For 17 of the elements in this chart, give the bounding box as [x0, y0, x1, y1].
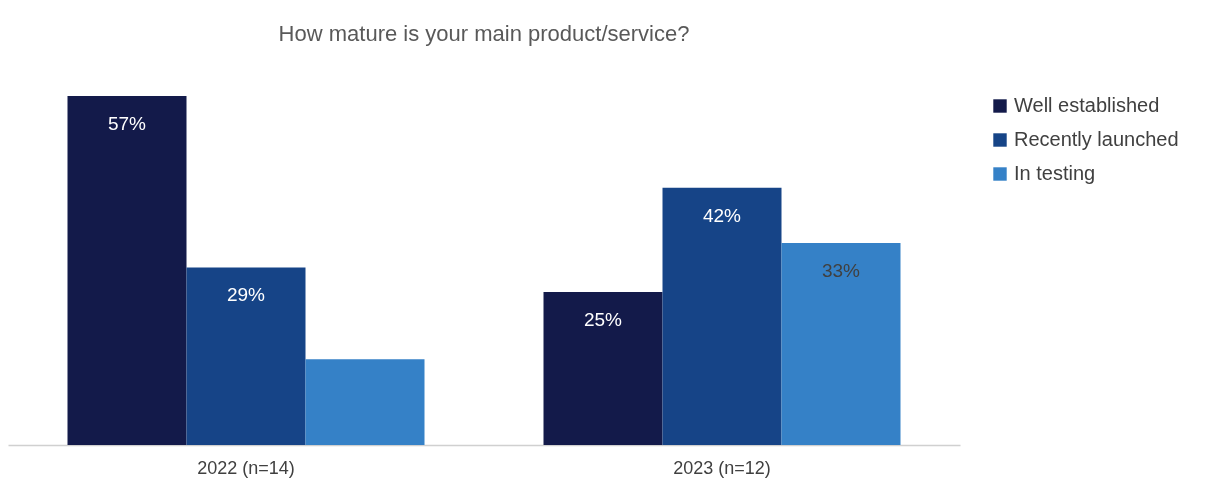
data-label: 33%: [821, 259, 861, 281]
bar: [781, 242, 901, 445]
bar: [543, 291, 663, 445]
x-tick-label: 2023 (n=12): [673, 457, 771, 478]
x-tick-label: 2022 (n=14): [197, 457, 295, 478]
legend-label: In testing: [1014, 162, 1096, 184]
bar: [186, 267, 306, 445]
data-label: 25%: [583, 308, 623, 330]
data-label: 57%: [107, 113, 147, 134]
data-label: 42%: [702, 204, 742, 226]
data-label: 29%: [226, 284, 266, 306]
bar: [305, 359, 425, 445]
bar: [67, 96, 187, 445]
bar: [662, 187, 782, 445]
chart-title: How mature is your main product/service?: [278, 21, 690, 46]
legend-label: Well established: [1014, 94, 1160, 116]
legend-label: Recently launched: [1014, 128, 1179, 150]
